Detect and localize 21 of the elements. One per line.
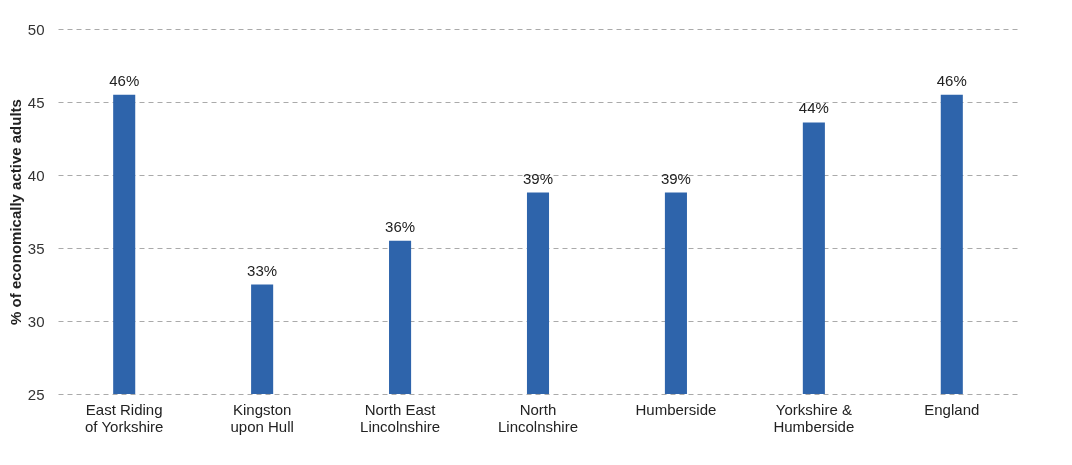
x-tick-label: Yorkshire & Humberside (773, 400, 855, 435)
x-tick-label: East Riding of Yorkshire (85, 400, 164, 435)
y-tick-label: 50 (27, 20, 45, 38)
x-tick-label: North East Lincolnshire (360, 400, 441, 435)
x-tick-label: Humberside (635, 400, 717, 418)
x-tick-label: England (924, 400, 980, 418)
data-label: 39% (522, 169, 554, 187)
data-label: 44% (798, 99, 829, 117)
y-tick-label: 25 (27, 385, 45, 403)
data-label: 46% (109, 71, 140, 89)
y-axis-title: % of economically active adults (6, 99, 24, 325)
y-tick-label: 45 (27, 93, 45, 111)
y-tick-label: 30 (27, 312, 45, 330)
data-label: 39% (660, 169, 691, 187)
y-tick-label: 35 (27, 239, 45, 257)
data-label: 36% (385, 217, 416, 235)
x-tick-label: Kingston upon Hull (230, 400, 294, 435)
data-label: 46% (936, 71, 967, 89)
x-tick-label: North Lincolnshire (497, 400, 579, 435)
y-tick-label: 40 (27, 166, 45, 184)
data-label: 33% (247, 261, 278, 279)
